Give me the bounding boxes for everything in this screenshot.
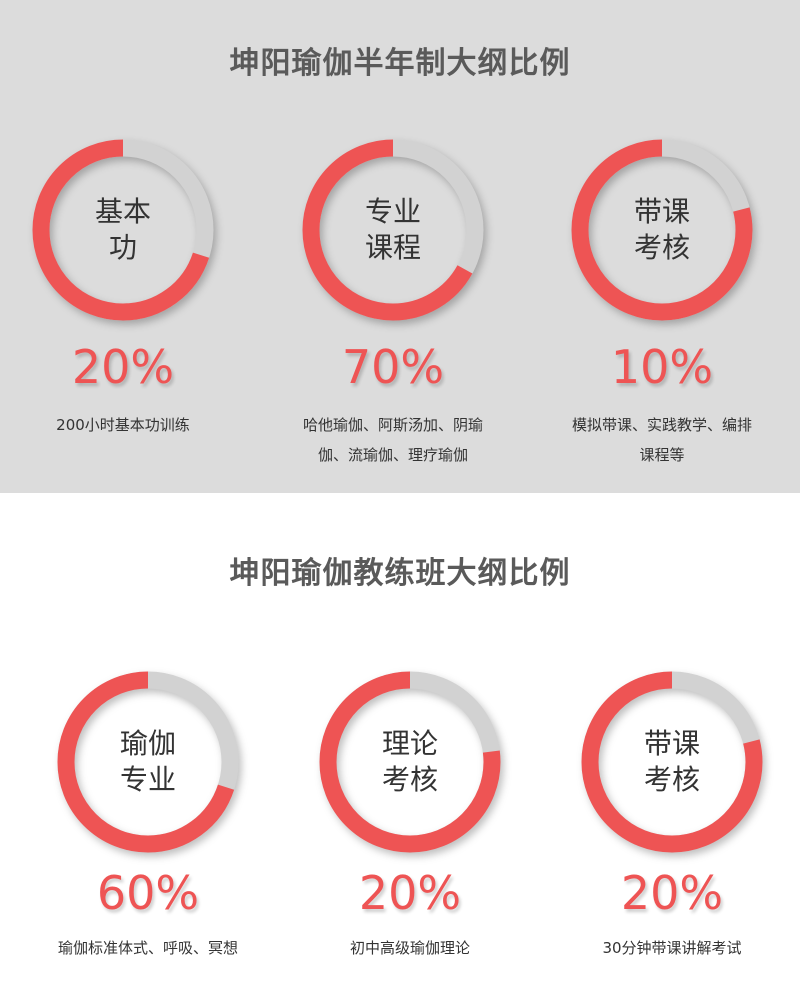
description: 哈他瑜伽、阿斯汤加、阴瑜 伽、流瑜伽、理疗瑜伽 [263,410,523,470]
ring-arc [302,139,484,321]
ring-label: 基本功 [28,135,218,325]
ring-label-line: 专业 [364,195,421,228]
percent-value: 20% [620,866,724,920]
section-title-coach: 坤阳瑜伽教练班大纲比例 [229,556,571,591]
percent-value: 70% [341,340,445,394]
ring-label-line: 功 [108,231,137,264]
section-title-half-year: 坤阳瑜伽半年制大纲比例 [229,46,571,81]
ring-label: 理论 考核 [315,667,505,857]
description-line: 模拟带课、实践教学、编排 [571,416,752,434]
description-line: 课程等 [639,446,685,464]
description: 初中高级瑜伽理论 [280,933,540,963]
description-line: 伽、流瑜伽、理疗瑜伽 [317,446,468,464]
ring-label: 带课 考核 [577,667,767,857]
ring-arc [581,671,763,853]
ring-label: 专业 课程 [298,135,488,325]
donut-ring: 专业 课程 [298,135,488,325]
description: 模拟带课、实践教学、编排 课程等 [532,410,792,470]
donut-ring: 理论 考核 [315,667,505,857]
donut-ring: 带课 考核 [567,135,757,325]
description-line: 200小时基本功训练 [56,416,190,434]
donut-ring: 带课 考核 [577,667,767,857]
percent-value: 10% [610,340,714,394]
ring-label-line: 考核 [381,763,438,796]
ring-label-line: 课程 [364,231,421,264]
donut-ring: 基本功 [28,135,218,325]
ring-label-line: 专业 [119,763,176,796]
ring-label-line: 带课 [643,727,700,760]
ring-label-line: 考核 [633,231,690,264]
description-line: 瑜伽标准体式、呼吸、冥想 [57,939,238,957]
ring-label: 带课 考核 [567,135,757,325]
percent-value: 20% [71,340,175,394]
donut-ring: 瑜伽 专业 [53,667,243,857]
section-half-year [0,0,800,493]
ring-label-line: 瑜伽 [119,727,176,760]
ring-arc [57,671,239,853]
ring-arc [319,671,501,853]
ring-arc [32,139,214,321]
ring-label-line: 考核 [643,763,700,796]
ring-label: 瑜伽 专业 [53,667,243,857]
description: 200小时基本功训练 [0,410,253,440]
description-line: 初中高级瑜伽理论 [349,939,470,957]
ring-arc [571,139,753,321]
description-line: 30分钟带课讲解考试 [602,939,742,957]
description: 瑜伽标准体式、呼吸、冥想 [18,933,278,963]
description-line: 哈他瑜伽、阿斯汤加、阴瑜 [302,416,483,434]
description: 30分钟带课讲解考试 [542,933,800,963]
ring-label-line: 基本 [94,195,151,228]
ring-label-line: 带课 [633,195,690,228]
ring-label-line: 理论 [381,727,438,760]
percent-value: 20% [358,866,462,920]
percent-value: 60% [96,866,200,920]
